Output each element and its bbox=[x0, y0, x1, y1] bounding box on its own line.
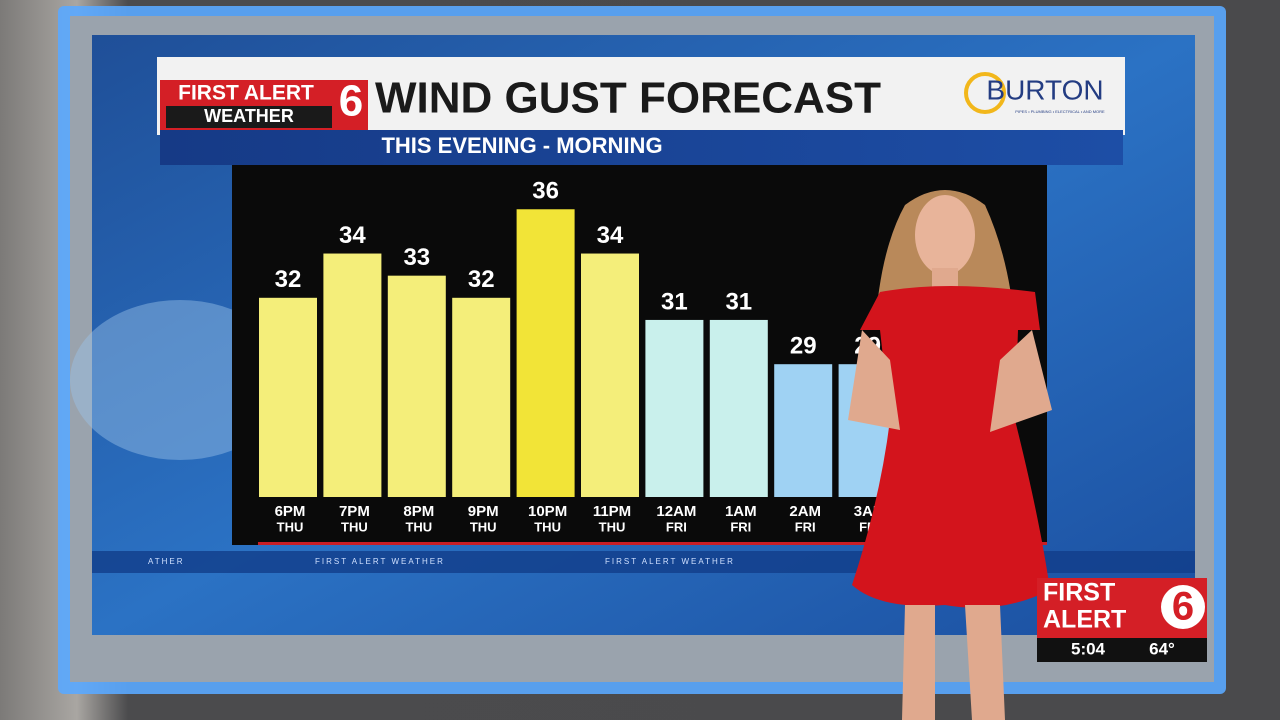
bar bbox=[259, 297, 317, 497]
bar bbox=[387, 275, 446, 497]
bar bbox=[645, 319, 704, 497]
value-label: 34 bbox=[597, 222, 624, 249]
x-tick-label: 6PM bbox=[275, 503, 306, 520]
bar bbox=[323, 253, 382, 497]
x-tick-label: 12AM bbox=[656, 503, 696, 520]
bar bbox=[516, 209, 575, 497]
x-tick-sublabel: THU bbox=[405, 519, 432, 534]
x-tick-label: 9PM bbox=[468, 503, 499, 520]
x-tick-sublabel: THU bbox=[534, 519, 561, 534]
sponsor-tagline: PIPES • PLUMBING • ELECTRICAL • AND MORE bbox=[1015, 109, 1105, 114]
sponsor-name: BURTON bbox=[986, 74, 1103, 105]
ticker-text: ATHER bbox=[148, 557, 185, 566]
plot-baseline bbox=[258, 542, 1047, 545]
subtitle-bar bbox=[160, 130, 1123, 165]
x-tick-label: 2AM bbox=[789, 503, 821, 520]
value-label: 31 bbox=[725, 288, 752, 315]
value-label: 32 bbox=[275, 266, 302, 293]
brand-number: 6 bbox=[339, 77, 363, 126]
x-tick-sublabel: THU bbox=[470, 519, 497, 534]
x-tick-label: 11PM bbox=[593, 503, 631, 520]
chart-title: WIND GUST FORECAST bbox=[375, 74, 881, 123]
bug-time: 5:04 bbox=[1071, 639, 1106, 658]
bar bbox=[581, 253, 639, 497]
bug-line1: FIRST bbox=[1043, 579, 1115, 607]
legs bbox=[902, 605, 1005, 720]
bar bbox=[774, 364, 833, 497]
bug-bottom bbox=[1037, 638, 1207, 662]
chart-subtitle: THIS EVENING - MORNING bbox=[381, 133, 662, 158]
x-tick-sublabel: THU bbox=[277, 519, 304, 534]
x-tick-label: 8PM bbox=[403, 503, 434, 520]
logo-strip bbox=[166, 106, 332, 128]
sponsor-mark bbox=[964, 72, 1006, 114]
face bbox=[915, 195, 975, 275]
ticker-text: FIRST ALERT WEATHER bbox=[315, 557, 445, 566]
bug-badge bbox=[1161, 585, 1205, 629]
x-tick-sublabel: FRI bbox=[666, 519, 687, 534]
brand-line1: FIRST ALERT bbox=[178, 82, 314, 105]
x-tick-sublabel: FRI bbox=[795, 519, 816, 534]
bar bbox=[709, 319, 768, 497]
value-label: 34 bbox=[339, 222, 366, 249]
bar bbox=[452, 297, 511, 497]
value-label: 32 bbox=[468, 266, 495, 293]
value-label: 29 bbox=[790, 333, 817, 360]
x-tick-label: 7PM bbox=[339, 503, 370, 520]
x-tick-sublabel: THU bbox=[341, 519, 368, 534]
bug-temperature: 64° bbox=[1149, 639, 1175, 658]
presenter bbox=[848, 190, 1052, 720]
ticker-text: FIRST ALERT WEATHER bbox=[605, 557, 735, 566]
value-label: 33 bbox=[403, 244, 430, 271]
x-tick-label: 10PM bbox=[528, 503, 567, 520]
x-tick-label: 1AM bbox=[725, 503, 757, 520]
bug-line2: ALERT bbox=[1043, 606, 1126, 634]
x-tick-sublabel: FRI bbox=[730, 519, 751, 534]
x-tick-sublabel: THU bbox=[599, 519, 626, 534]
value-label: 31 bbox=[661, 288, 688, 315]
bug-number: 6 bbox=[1172, 585, 1194, 629]
value-label: 36 bbox=[532, 178, 559, 205]
brand-line2: WEATHER bbox=[204, 106, 294, 126]
arms bbox=[848, 330, 1052, 432]
